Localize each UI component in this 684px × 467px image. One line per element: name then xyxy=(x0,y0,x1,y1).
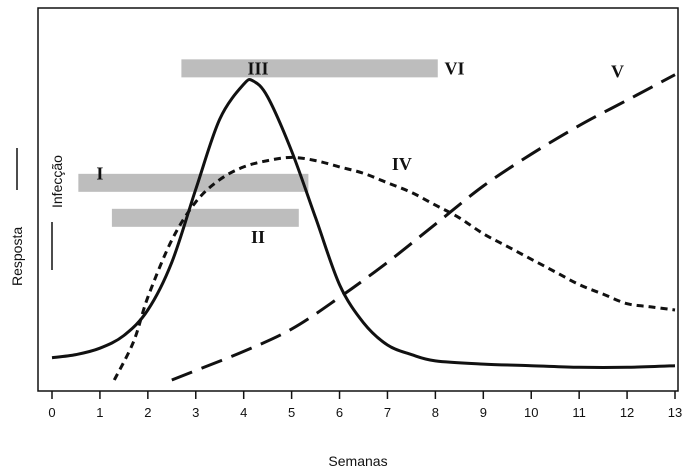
x-tick-label-6: 6 xyxy=(336,405,343,420)
infection-label: Infecção xyxy=(49,155,65,208)
x-tick-label-9: 9 xyxy=(480,405,487,420)
series-layer xyxy=(51,73,676,382)
bar-II xyxy=(111,208,299,227)
bars-layer xyxy=(78,59,438,227)
label-IV: IV xyxy=(392,154,412,174)
x-tick-label-12: 12 xyxy=(620,405,634,420)
label-III: III xyxy=(248,58,269,78)
y-axis-label: Resposta xyxy=(9,227,25,286)
series-line-IV xyxy=(112,155,676,381)
label-II: II xyxy=(251,227,265,247)
x-tick-label-13: 13 xyxy=(668,405,682,420)
x-tick-label-3: 3 xyxy=(192,405,199,420)
plot-frame xyxy=(37,7,679,392)
x-tick-label-10: 10 xyxy=(524,405,538,420)
label-V: V xyxy=(611,62,624,82)
x-tick-label-11: 11 xyxy=(572,405,586,420)
series-line-V xyxy=(171,73,676,382)
x-tick-label-8: 8 xyxy=(432,405,439,420)
x-tick-label-1: 1 xyxy=(96,405,103,420)
x-tick-label-4: 4 xyxy=(240,405,247,420)
label-I: I xyxy=(96,163,103,183)
bar-I xyxy=(78,173,309,192)
label-VI: VI xyxy=(445,58,465,78)
x-axis-ticks: 0 1 2 3 4 5 6 7 8 9 10 11 12 13 xyxy=(48,391,682,420)
x-tick-label-2: 2 xyxy=(144,405,151,420)
x-tick-label-5: 5 xyxy=(288,405,295,420)
x-tick-label-7: 7 xyxy=(384,405,391,420)
x-tick-label-0: 0 xyxy=(48,405,55,420)
bar-VI xyxy=(181,59,438,78)
series-line-III xyxy=(51,78,676,369)
x-axis-label: Semanas xyxy=(328,453,387,467)
